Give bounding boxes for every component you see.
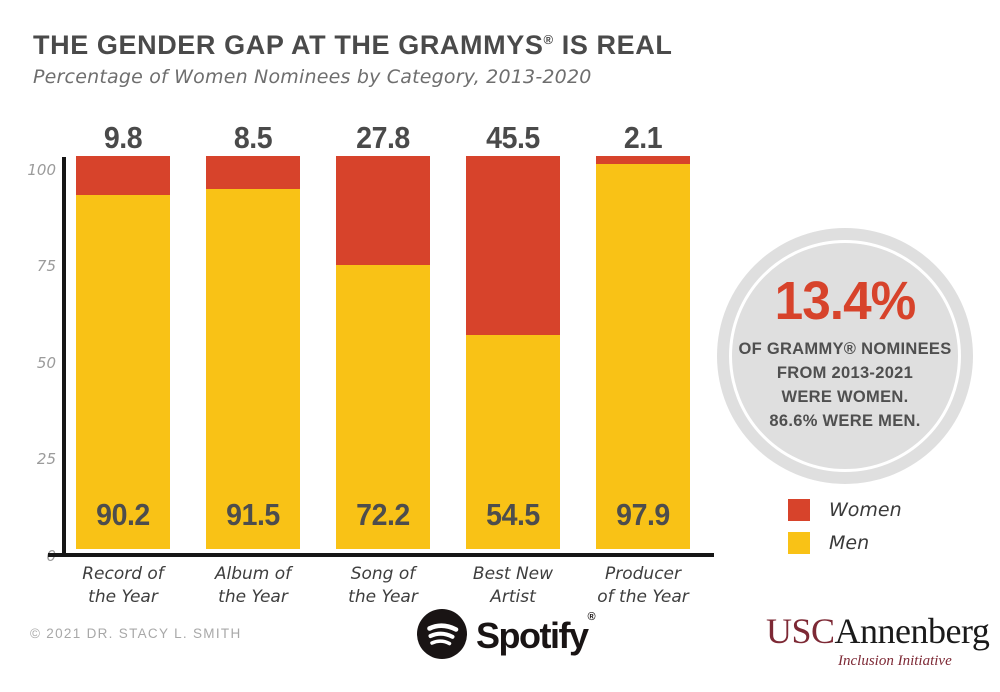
- category-line: Producer: [604, 564, 681, 584]
- callout-line: FROM 2013-2021: [776, 363, 914, 382]
- copyright-text: © 2021 DR. STACY L. SMITH: [30, 626, 242, 641]
- category-label: Album of the Year: [183, 563, 323, 609]
- women-value-label: 27.8: [356, 120, 410, 155]
- women-segment: [596, 156, 690, 165]
- legend-label: Men: [829, 532, 870, 554]
- y-tick-50: 50: [36, 354, 56, 372]
- y-axis-line: [62, 157, 66, 555]
- women-value-label: 8.5: [233, 120, 273, 155]
- men-value-label: 90.2: [96, 497, 150, 532]
- category-line: Artist: [490, 586, 536, 607]
- title-suffix: IS REAL: [553, 30, 673, 60]
- callout-percentage: 13.4%: [774, 271, 917, 331]
- inclusion-initiative-text: Inclusion Initiative: [838, 653, 952, 669]
- category-label: Best New Artist: [443, 563, 583, 609]
- stacked-bar-best-new-artist: 54.5: [466, 156, 560, 549]
- category-line: of the Year: [597, 586, 689, 607]
- callout-line: WERE WOMEN.: [781, 387, 909, 406]
- category-line: the Year: [348, 586, 418, 607]
- category-line: Album of: [214, 564, 292, 584]
- men-value-label: 91.5: [226, 497, 280, 532]
- category-label: Record of the Year: [53, 563, 193, 609]
- stacked-bar-song-of-the-year: 72.2: [336, 156, 430, 549]
- category-label: Producer of the Year: [573, 563, 713, 609]
- category-line: Record of: [82, 564, 164, 584]
- category-line: the Year: [218, 586, 288, 607]
- men-value-label: 97.9: [616, 497, 670, 532]
- women-segment: [336, 156, 430, 266]
- men-segment: 90.2: [76, 194, 170, 549]
- usc-annenberg-logo: USCAnnenberg Inclusion Initiative: [766, 610, 990, 670]
- men-value-label: 54.5: [486, 497, 540, 532]
- category-label: Song of the Year: [313, 563, 453, 609]
- page-subtitle: Percentage of Women Nominees by Category…: [33, 66, 592, 88]
- men-segment: 72.2: [336, 265, 430, 549]
- stacked-bar-album-of-the-year: 91.5: [206, 156, 300, 549]
- men-value-label: 72.2: [356, 497, 410, 532]
- spotify-logo: Spotify®: [417, 609, 596, 659]
- legend: Women Men: [788, 499, 902, 565]
- y-tick-25: 25: [36, 450, 56, 468]
- legend-label: Women: [829, 499, 902, 521]
- summary-circle: 13.4% OF GRAMMY® NOMINEES FROM 2013-2021…: [717, 228, 973, 484]
- stacked-bar-producer-of-the-year: 97.9: [596, 156, 690, 549]
- men-segment: 97.9: [596, 164, 690, 549]
- men-segment: 54.5: [466, 334, 560, 549]
- registered-mark: ®: [587, 611, 596, 623]
- women-segment: [76, 156, 170, 195]
- callout-line: 86.6% WERE MEN.: [769, 411, 921, 430]
- category-line: Song of: [350, 564, 416, 584]
- category-line: Best New: [472, 564, 554, 584]
- spotify-icon: [417, 609, 467, 659]
- circle-inner-ring: [729, 240, 961, 472]
- women-value-label: 45.5: [486, 120, 540, 155]
- registered-mark: ®: [543, 32, 554, 47]
- x-axis-line: [48, 553, 714, 557]
- annenberg-wordmark: Annenberg: [834, 611, 990, 651]
- women-segment: [466, 156, 560, 335]
- women-color-swatch: [788, 499, 810, 521]
- stacked-bar-record-of-the-year: 90.2: [76, 156, 170, 549]
- women-value-label: 2.1: [623, 120, 663, 155]
- men-segment: 91.5: [206, 189, 300, 549]
- title-main: THE GENDER GAP AT THE GRAMMYS: [33, 30, 544, 60]
- women-value-label: 9.8: [103, 120, 143, 155]
- usc-wordmark: USC: [766, 611, 835, 651]
- callout-line: OF GRAMMY® NOMINEES: [738, 340, 952, 358]
- category-line: the Year: [88, 586, 158, 607]
- men-color-swatch: [788, 532, 810, 554]
- legend-item-men: Men: [788, 532, 902, 554]
- y-tick-100: 100: [27, 161, 56, 179]
- legend-item-women: Women: [788, 499, 902, 521]
- spotify-wordmark: Spotify®: [476, 611, 596, 656]
- y-tick-75: 75: [36, 257, 56, 275]
- women-segment: [206, 156, 300, 190]
- page-title: THE GENDER GAP AT THE GRAMMYS® IS REAL: [33, 30, 672, 61]
